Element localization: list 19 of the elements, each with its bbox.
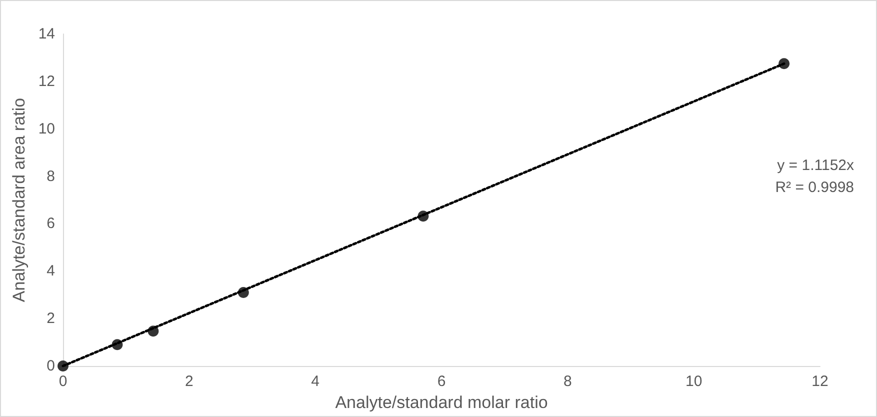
y-axis-title: Analyte/standard area ratio [9,98,28,302]
x-tick-label: 6 [437,373,446,390]
y-tick-label: 0 [46,358,55,374]
y-tick-label: 10 [38,120,55,138]
x-tick-label: 2 [184,373,194,390]
y-tick-label: 6 [46,215,55,232]
annotation: y = 1.1152x [777,157,854,174]
y-tick-label: 12 [38,72,55,90]
y-tick-label: 2 [46,310,55,328]
x-tick-label: 12 [812,373,828,390]
x-axis-title: Analyte/standard molar ratio [335,393,548,412]
x-tick-label: 10 [685,373,702,390]
y-tick-label: 8 [46,168,55,185]
x-tick-label: 0 [58,373,68,390]
annotation: R² = 0.9998 [775,179,854,196]
y-tick-label: 4 [46,262,55,280]
x-tick-label: 4 [311,373,320,390]
y-tick-label: 14 [38,26,55,42]
x-tick-label: 8 [563,373,572,390]
